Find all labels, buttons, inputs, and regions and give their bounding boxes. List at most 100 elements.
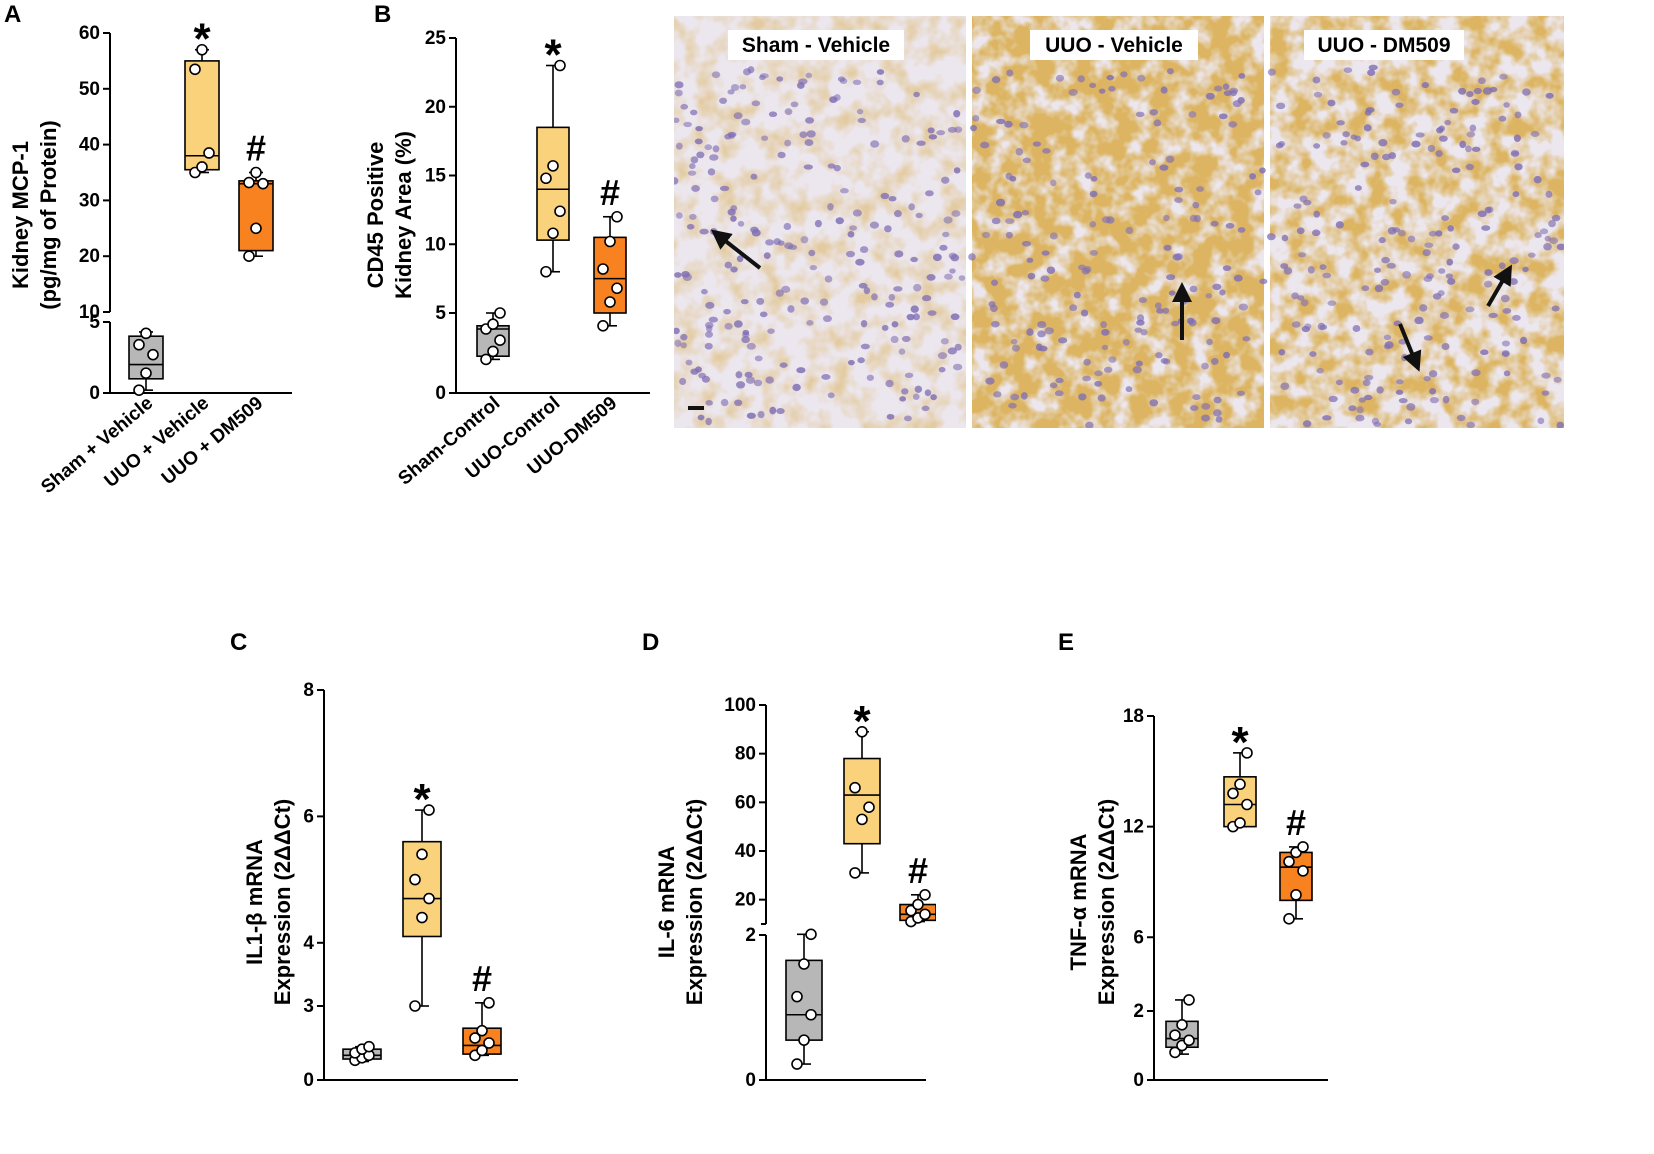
cell-nucleus [1019, 121, 1029, 129]
cell-nucleus [1094, 380, 1103, 387]
cell-nucleus [847, 230, 855, 238]
cell-nucleus [1303, 199, 1312, 206]
data-point [140, 367, 152, 379]
y-tick-label: 6 [1133, 927, 1144, 948]
cell-nucleus [949, 268, 956, 274]
cell-nucleus [921, 295, 932, 302]
data-point [483, 1037, 495, 1049]
data-point [1234, 817, 1246, 829]
cell-nucleus [1135, 360, 1143, 367]
cell-nucleus [690, 156, 699, 164]
cell-nucleus [1300, 299, 1309, 307]
cell-nucleus [1188, 111, 1197, 118]
panel-letter-b: B [374, 1, 391, 28]
cell-nucleus [1085, 421, 1094, 428]
cell-nucleus [1213, 396, 1222, 404]
cell-nucleus [1238, 303, 1249, 311]
cell-nucleus [833, 164, 841, 172]
cell-nucleus [1242, 336, 1251, 342]
cell-nucleus [1386, 262, 1396, 269]
cell-nucleus [1237, 97, 1245, 104]
cell-nucleus [1125, 386, 1133, 393]
data-point [798, 1034, 810, 1046]
cell-nucleus [1364, 109, 1372, 116]
data-point [798, 958, 810, 970]
cell-nucleus [792, 383, 801, 392]
cell-nucleus [1210, 220, 1219, 227]
cell-nucleus [893, 286, 903, 292]
cell-nucleus [723, 308, 731, 315]
cell-nucleus [1080, 309, 1089, 317]
data-point [409, 873, 421, 886]
cell-nucleus [1509, 278, 1518, 285]
data-point [1176, 1018, 1188, 1031]
cell-nucleus [884, 225, 892, 233]
cell-nucleus [1441, 342, 1450, 351]
data-point [1169, 1046, 1181, 1059]
cell-nucleus [674, 81, 684, 89]
cell-nucleus [705, 324, 713, 333]
cell-nucleus [1122, 338, 1130, 346]
cell-nucleus [1471, 369, 1481, 377]
panel-e-ylabel-line2: Expression (2ΔΔCt) [1094, 799, 1119, 1005]
cell-nucleus [1211, 317, 1221, 325]
cell-nucleus [680, 103, 689, 110]
cell-nucleus [1192, 201, 1200, 209]
cell-nucleus [1174, 186, 1184, 193]
cell-nucleus [855, 258, 865, 266]
y-tick-label: 5 [89, 312, 100, 333]
cell-nucleus [1469, 124, 1477, 132]
y-tick-label: 0 [303, 1070, 314, 1091]
cell-nucleus [805, 72, 813, 79]
cell-nucleus [730, 83, 740, 92]
y-tick-label: 18 [1123, 706, 1144, 727]
cell-nucleus [926, 274, 936, 281]
y-tick-label: 40 [79, 135, 100, 156]
data-point [480, 353, 492, 366]
cell-nucleus [1082, 375, 1092, 382]
cell-nucleus [751, 229, 761, 237]
cell-nucleus [1138, 297, 1148, 304]
y-tick-label: 2 [1133, 1001, 1144, 1022]
cell-nucleus [1168, 290, 1176, 296]
significance-asterisk: * [193, 15, 211, 64]
cell-nucleus [765, 376, 774, 384]
cell-nucleus [1466, 90, 1474, 98]
cell-nucleus [1009, 175, 1017, 182]
data-point [597, 263, 609, 275]
cell-nucleus [1068, 88, 1078, 96]
cell-nucleus [705, 400, 713, 406]
cell-nucleus [1451, 167, 1461, 174]
cell-nucleus [856, 108, 864, 115]
data-point [243, 176, 255, 189]
cell-nucleus [675, 142, 683, 150]
cell-nucleus [1155, 352, 1163, 359]
panel-d-chart: D 0 2 20 40 60 80 100 * # IL-6 mRNA Expression (… [642, 629, 936, 1091]
data-point [604, 296, 616, 308]
data-point [805, 928, 817, 941]
cell-nucleus [1205, 293, 1213, 299]
cell-nucleus [1201, 403, 1211, 410]
cell-nucleus [938, 366, 946, 373]
cell-nucleus [1471, 398, 1480, 406]
cell-nucleus [827, 392, 835, 399]
cell-nucleus [744, 371, 753, 378]
cell-nucleus [1319, 264, 1327, 270]
cell-nucleus [1174, 253, 1184, 261]
data-point [476, 1044, 488, 1057]
cell-nucleus [1365, 348, 1374, 356]
cell-nucleus [1488, 312, 1498, 318]
cell-nucleus [898, 348, 906, 355]
cell-nucleus [928, 134, 938, 140]
cell-nucleus [1189, 285, 1198, 293]
cell-nucleus [1543, 243, 1552, 251]
box-0 [785, 959, 823, 1041]
panel-d-ylabel-line2: Expression (2ΔΔCt) [682, 799, 707, 1005]
panel-b-ylabel-line2: Kidney Area (%) [391, 131, 416, 299]
cell-nucleus [694, 366, 702, 373]
y-tick-label: 10 [79, 302, 100, 323]
data-point [791, 1058, 803, 1070]
cell-nucleus [814, 219, 822, 228]
cell-nucleus [1444, 119, 1452, 126]
cell-nucleus [1089, 190, 1098, 198]
